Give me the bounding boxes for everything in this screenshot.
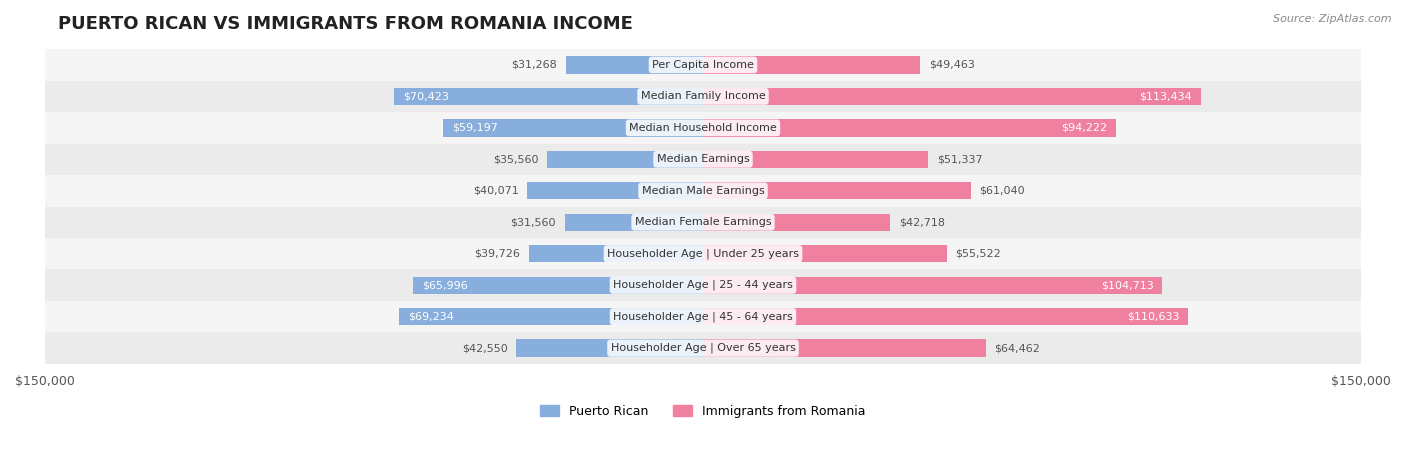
Text: $35,560: $35,560 xyxy=(492,154,538,164)
Text: $69,234: $69,234 xyxy=(408,311,454,322)
Text: $94,222: $94,222 xyxy=(1062,123,1108,133)
Bar xyxy=(527,182,703,199)
Text: $51,337: $51,337 xyxy=(936,154,983,164)
Bar xyxy=(45,81,1361,112)
Text: $65,996: $65,996 xyxy=(422,280,468,290)
Bar xyxy=(399,308,703,325)
Text: Householder Age | Over 65 years: Householder Age | Over 65 years xyxy=(610,343,796,354)
Bar xyxy=(45,269,1361,301)
Text: Householder Age | 45 - 64 years: Householder Age | 45 - 64 years xyxy=(613,311,793,322)
Text: Householder Age | 25 - 44 years: Householder Age | 25 - 44 years xyxy=(613,280,793,290)
Text: Median Male Earnings: Median Male Earnings xyxy=(641,186,765,196)
Text: $55,522: $55,522 xyxy=(955,249,1001,259)
Bar xyxy=(413,276,703,294)
Text: $31,268: $31,268 xyxy=(512,60,557,70)
Bar xyxy=(45,112,1361,143)
Bar xyxy=(703,119,1116,136)
Text: Median Family Income: Median Family Income xyxy=(641,92,765,101)
Bar xyxy=(45,301,1361,333)
Text: $104,713: $104,713 xyxy=(1101,280,1153,290)
Text: $59,197: $59,197 xyxy=(453,123,498,133)
Bar xyxy=(703,213,890,231)
Text: $31,560: $31,560 xyxy=(510,217,555,227)
Text: $70,423: $70,423 xyxy=(404,92,449,101)
Bar xyxy=(45,143,1361,175)
Bar xyxy=(45,175,1361,206)
Bar xyxy=(703,245,946,262)
Text: Median Household Income: Median Household Income xyxy=(628,123,778,133)
Text: $49,463: $49,463 xyxy=(929,60,974,70)
Text: $40,071: $40,071 xyxy=(472,186,519,196)
Text: PUERTO RICAN VS IMMIGRANTS FROM ROMANIA INCOME: PUERTO RICAN VS IMMIGRANTS FROM ROMANIA … xyxy=(58,15,633,33)
Text: $64,462: $64,462 xyxy=(994,343,1040,353)
Bar xyxy=(443,119,703,136)
Text: $110,633: $110,633 xyxy=(1128,311,1180,322)
Bar xyxy=(45,238,1361,269)
Text: Per Capita Income: Per Capita Income xyxy=(652,60,754,70)
Bar xyxy=(703,340,986,357)
Bar xyxy=(703,88,1201,105)
Bar xyxy=(703,56,920,74)
Bar xyxy=(703,308,1188,325)
Text: $42,718: $42,718 xyxy=(900,217,945,227)
Bar xyxy=(703,276,1163,294)
Bar xyxy=(565,56,703,74)
Legend: Puerto Rican, Immigrants from Romania: Puerto Rican, Immigrants from Romania xyxy=(536,400,870,423)
Text: Source: ZipAtlas.com: Source: ZipAtlas.com xyxy=(1274,14,1392,24)
Bar xyxy=(703,151,928,168)
Text: $61,040: $61,040 xyxy=(980,186,1025,196)
Bar xyxy=(565,213,703,231)
Bar xyxy=(547,151,703,168)
Bar xyxy=(703,182,970,199)
Bar xyxy=(45,333,1361,364)
Bar xyxy=(45,206,1361,238)
Bar xyxy=(516,340,703,357)
Bar xyxy=(394,88,703,105)
Text: $113,434: $113,434 xyxy=(1139,92,1192,101)
Text: Median Earnings: Median Earnings xyxy=(657,154,749,164)
Bar xyxy=(45,49,1361,81)
Text: Householder Age | Under 25 years: Householder Age | Under 25 years xyxy=(607,248,799,259)
Text: $39,726: $39,726 xyxy=(474,249,520,259)
Text: Median Female Earnings: Median Female Earnings xyxy=(634,217,772,227)
Bar xyxy=(529,245,703,262)
Text: $42,550: $42,550 xyxy=(461,343,508,353)
